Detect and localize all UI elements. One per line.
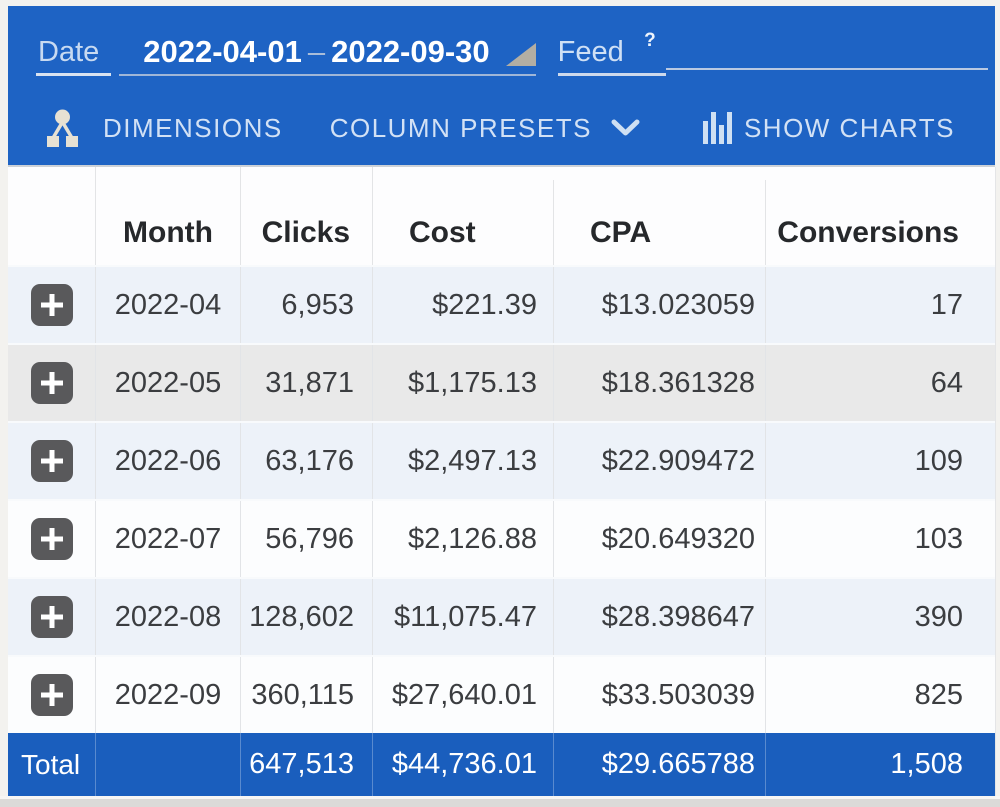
show-charts-button-label: SHOW CHARTS [743,112,955,143]
cell-cost: $2,126.88 [372,501,553,577]
feed-filter-label: Feed [557,36,624,68]
cell-cost: $2,497.13 [372,423,553,499]
cell-cost: $27,640.01 [372,657,553,733]
cell-cpa: $13.023059 [553,267,765,343]
show-charts-button[interactable]: SHOW CHARTS [702,111,955,144]
cell-clicks: 360,115 [240,657,372,733]
cell-cpa: $22.909472 [553,423,765,499]
total-cpa: $29.665788 [553,733,765,796]
cell-conversions: 825 [765,657,995,733]
total-cost: $44,736.01 [372,733,553,796]
cell-clicks: 128,602 [240,579,372,655]
cell-cpa: $18.361328 [553,345,765,421]
table-row: 2022-06 63,176 $2,497.13 $22.909472 109 [8,421,995,499]
expand-row-button[interactable] [30,674,73,716]
table-header-row: Month Clicks Cost CPA Conversions [8,167,995,265]
column-header-cost[interactable]: Cost [372,167,553,265]
expand-row-button[interactable] [30,362,73,404]
toolbar: DIMENSIONS COLUMN PRESETS SHOW CHARTS [8,90,995,165]
date-start-value: 2022-04-01 [143,34,302,69]
cell-month: 2022-07 [95,501,240,577]
feed-filter: Feed ? [557,30,988,76]
horizontal-scrollbar-track[interactable] [0,796,1000,807]
date-range-field[interactable]: 2022-04-01–2022-09-30 [119,34,536,76]
cell-conversions: 390 [765,579,995,655]
column-header-conversions[interactable]: Conversions [765,167,995,265]
expand-row-button[interactable] [30,596,73,638]
table-row: 2022-07 56,796 $2,126.88 $20.649320 103 [8,499,995,577]
total-clicks: 647,513 [240,733,372,796]
dimensions-button[interactable]: DIMENSIONS [46,108,283,148]
header: Date 2022-04-01–2022-09-30 Feed ? [8,6,995,165]
feed-filter-label-wrap: Feed ? [557,30,666,76]
total-month-empty [95,733,240,796]
date-range-separator: – [307,34,326,69]
total-label: Total [21,748,81,780]
cell-cpa: $20.649320 [553,501,765,577]
expand-row-button[interactable] [30,518,73,560]
cell-clicks: 6,953 [240,267,372,343]
table-row: 2022-05 31,871 $1,175.13 $18.361328 64 [8,343,995,421]
header-table-divider [8,165,995,167]
date-filter-label: Date [36,38,112,76]
column-header-cpa[interactable]: CPA [553,167,765,265]
chevron-down-icon [611,119,640,135]
table-row: 2022-09 360,115 $27,640.01 $33.503039 82… [8,655,995,733]
cell-cost: $1,175.13 [372,345,553,421]
column-header-clicks[interactable]: Clicks [240,167,372,265]
cell-conversions: 17 [765,267,995,343]
table-row: 2022-08 128,602 $11,075.47 $28.398647 39… [8,577,995,655]
column-header-expand [8,167,95,265]
expand-row-button[interactable] [30,440,73,482]
cell-month: 2022-06 [95,423,240,499]
expand-row-button[interactable] [30,284,73,326]
feed-input[interactable] [665,68,988,70]
cell-clicks: 31,871 [240,345,372,421]
dimensions-node-tree-icon [47,109,78,147]
filter-bar: Date 2022-04-01–2022-09-30 Feed ? [8,6,995,90]
data-table: Month Clicks Cost CPA Conversions 2022-0… [8,167,996,796]
cell-conversions: 103 [765,501,995,577]
cell-conversions: 109 [765,423,995,499]
cell-clicks: 63,176 [240,423,372,499]
cell-clicks: 56,796 [240,501,372,577]
cell-cpa: $33.503039 [553,657,765,733]
cell-month: 2022-04 [95,267,240,343]
date-end-value: 2022-09-30 [331,34,490,69]
dimensions-button-label: DIMENSIONS [103,112,283,143]
cell-conversions: 64 [765,345,995,421]
column-presets-button[interactable]: COLUMN PRESETS [330,115,640,141]
table-row: 2022-04 6,953 $221.39 $13.023059 17 [8,265,995,343]
cell-cost: $11,075.47 [372,579,553,655]
cell-month: 2022-09 [95,657,240,733]
feed-help-icon[interactable]: ? [644,30,656,51]
table-total-row: Total 647,513 $44,736.01 $29.665788 1,50… [8,733,995,796]
bar-chart-icon [702,112,732,144]
cell-month: 2022-08 [95,579,240,655]
cell-cpa: $28.398647 [553,579,765,655]
column-presets-button-label: COLUMN PRESETS [329,112,592,143]
total-conversions: 1,508 [765,733,995,796]
cell-month: 2022-05 [95,345,240,421]
cell-cost: $221.39 [372,267,553,343]
dropdown-triangle-icon[interactable] [505,43,536,66]
column-header-month[interactable]: Month [95,167,240,265]
